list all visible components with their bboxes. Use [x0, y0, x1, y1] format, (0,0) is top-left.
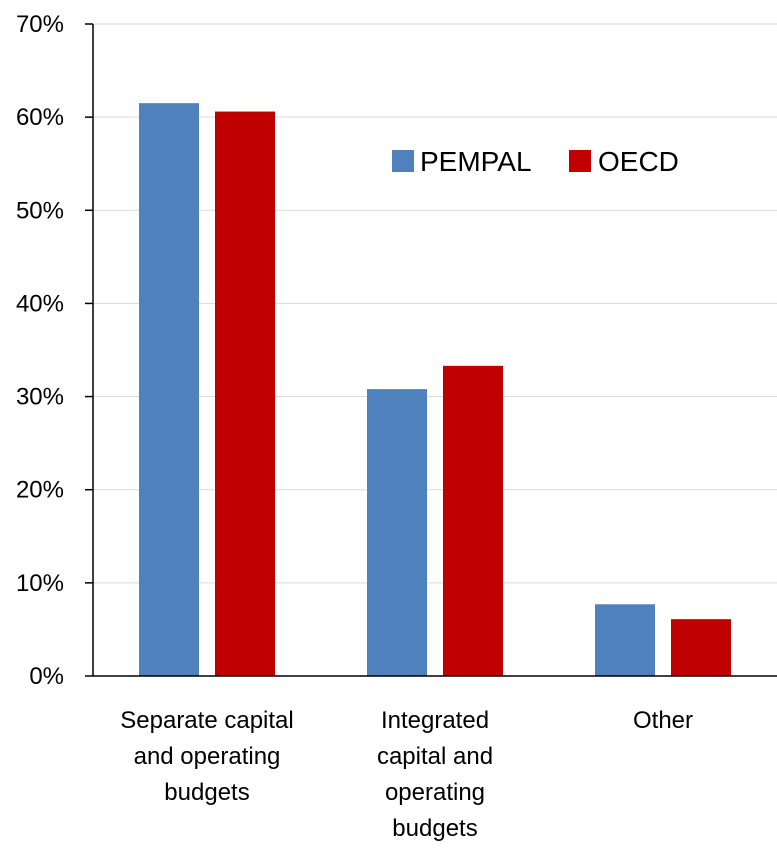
- y-tick-label: 40%: [16, 290, 64, 317]
- category-label: operating: [385, 779, 485, 806]
- y-axis-tick-labels: 0% 10% 20% 30% 40% 50% 60% 70%: [16, 11, 64, 690]
- bars: [139, 103, 731, 677]
- legend: PEMPAL OECD: [392, 146, 679, 177]
- category-label: Other: [633, 707, 693, 734]
- category-label: Integrated: [381, 707, 489, 734]
- bar-pempal-2: [367, 389, 427, 676]
- y-tick-label: 70%: [16, 11, 64, 38]
- bar-oecd-1: [215, 111, 275, 677]
- y-tick-label: 30%: [16, 384, 64, 411]
- category-label: and operating: [134, 743, 281, 770]
- legend-label-oecd: OECD: [598, 146, 679, 177]
- bar-pempal-3: [595, 604, 655, 676]
- bar-oecd-2: [443, 365, 503, 676]
- category-label: budgets: [164, 779, 249, 806]
- y-tick-label: 20%: [16, 477, 64, 504]
- category-label: capital and: [377, 743, 493, 770]
- legend-swatch-oecd: [569, 150, 591, 172]
- y-tick-label: 0%: [29, 663, 64, 690]
- bar-oecd-3: [671, 619, 731, 676]
- category-label: Separate capital: [120, 707, 293, 734]
- axes: [85, 23, 777, 677]
- y-tick-label: 10%: [16, 570, 64, 597]
- gridlines: [93, 23, 777, 584]
- x-axis-category-labels: Separate capital and operating budgets Inte…: [120, 707, 693, 842]
- category-label: budgets: [392, 815, 477, 842]
- y-tick-label: 60%: [16, 104, 64, 131]
- y-tick-label: 50%: [16, 197, 64, 224]
- legend-label-pempal: PEMPAL: [420, 146, 532, 177]
- legend-swatch-pempal: [392, 150, 414, 172]
- bar-pempal-1: [139, 103, 199, 676]
